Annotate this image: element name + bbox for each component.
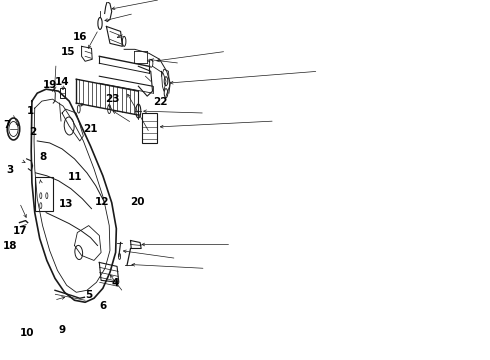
- Text: 23: 23: [105, 94, 120, 104]
- Text: 4: 4: [111, 278, 119, 288]
- Text: 16: 16: [73, 32, 88, 42]
- Text: 2: 2: [29, 127, 37, 138]
- Text: 10: 10: [20, 328, 35, 338]
- Text: 9: 9: [58, 324, 65, 334]
- Text: 3: 3: [7, 165, 14, 175]
- Text: 14: 14: [55, 77, 70, 87]
- Text: 17: 17: [13, 226, 28, 236]
- Text: 5: 5: [85, 291, 92, 301]
- Text: 11: 11: [68, 172, 82, 182]
- Text: 7: 7: [3, 120, 10, 130]
- Text: 21: 21: [83, 124, 98, 134]
- Text: 22: 22: [153, 97, 167, 107]
- Text: 6: 6: [99, 301, 106, 311]
- Bar: [60, 88, 65, 98]
- Bar: [142, 113, 157, 143]
- Text: 13: 13: [59, 199, 74, 209]
- Text: 18: 18: [3, 241, 17, 251]
- Text: 15: 15: [61, 47, 75, 57]
- Text: 1: 1: [27, 106, 34, 116]
- Bar: [35, 177, 53, 211]
- Text: 19: 19: [42, 80, 57, 90]
- Text: 8: 8: [39, 153, 46, 162]
- Text: 12: 12: [95, 197, 110, 207]
- Text: 20: 20: [130, 197, 145, 207]
